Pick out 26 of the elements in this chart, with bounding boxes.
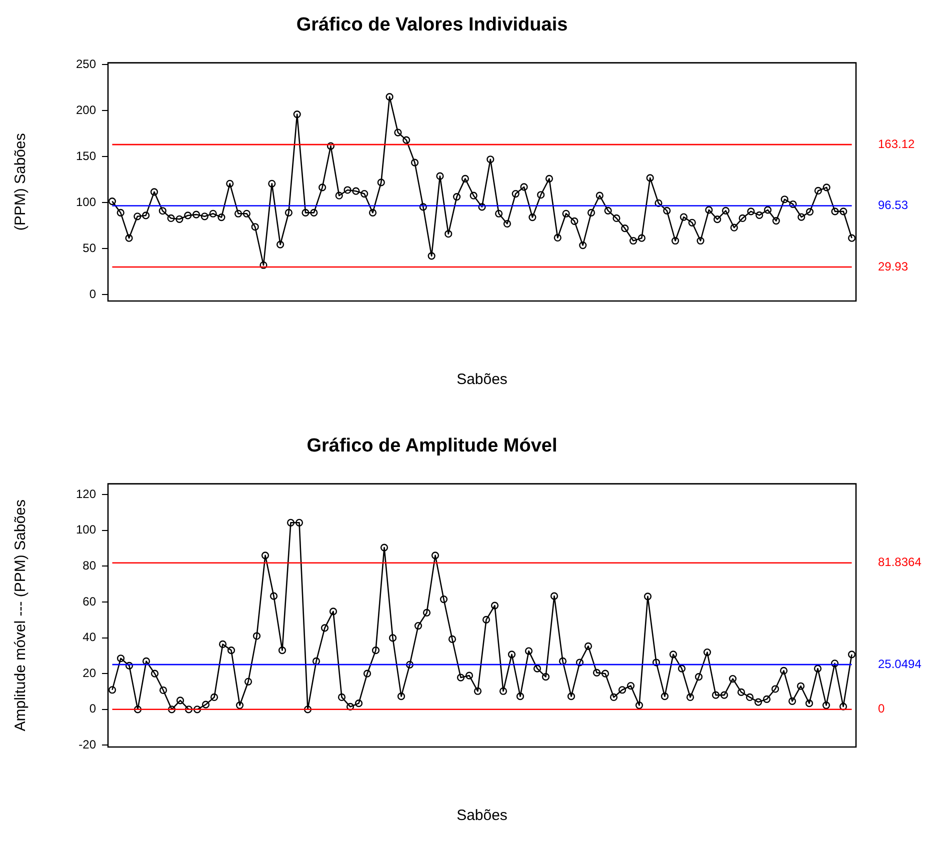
y-tick-label: -20 xyxy=(78,738,96,752)
y-tick-label: 80 xyxy=(82,558,96,572)
y-tick-label: 100 xyxy=(76,522,96,537)
ref-line-label: 163.12 xyxy=(878,136,916,151)
y-tick-label: 20 xyxy=(82,666,96,680)
y-axis-title: Amplitude móvel --- (PPM) Sabões xyxy=(12,500,30,732)
y-tick-label: 0 xyxy=(89,286,96,301)
chart-title: Gráfico de Valores Individuais xyxy=(296,14,568,36)
y-axis-title: (PPM) Sabões xyxy=(12,133,30,231)
y-tick-label: 40 xyxy=(82,630,96,644)
y-tick-label: 120 xyxy=(76,486,96,501)
ref-line-label: 0 xyxy=(878,702,885,716)
y-tick-label: 0 xyxy=(89,702,96,716)
y-tick-label: 150 xyxy=(76,148,96,163)
y-tick-label: 200 xyxy=(76,102,96,117)
y-tick-label: 100 xyxy=(76,194,96,209)
ref-line-label: 25.0494 xyxy=(878,656,922,671)
chart-title: Gráfico de Amplitude Móvel xyxy=(306,436,558,457)
ref-line-label: 29.93 xyxy=(878,259,908,274)
y-tick-label: 60 xyxy=(82,594,96,608)
y-tick-label: 50 xyxy=(82,240,96,255)
ref-line-label: 96.53 xyxy=(878,198,908,212)
x-axis-title: Sabões xyxy=(456,807,508,824)
ref-line-label: 81.8364 xyxy=(878,555,922,570)
x-axis-title: Sabões xyxy=(456,371,508,388)
y-tick-label: 250 xyxy=(76,56,96,71)
